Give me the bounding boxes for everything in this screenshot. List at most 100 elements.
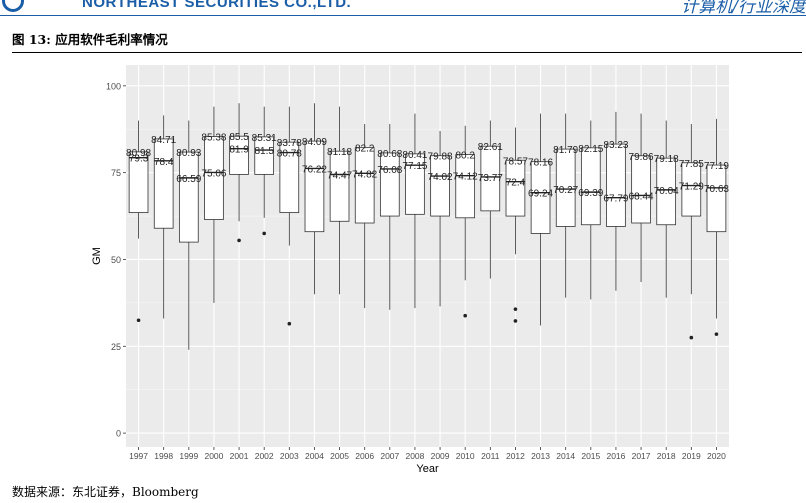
box-2004: [304, 140, 325, 233]
q3-label: 79.18: [654, 154, 679, 165]
y-tick-label: 50: [111, 255, 121, 265]
median-label: 69.24: [528, 189, 553, 200]
q3-label: 85.5: [229, 132, 249, 143]
box-1999: [178, 151, 199, 243]
x-tick-label: 2007: [380, 451, 399, 461]
x-tick-label: 2004: [305, 451, 324, 461]
q3-label: 80.41: [402, 150, 427, 161]
report-header: NORTHEAST SECURITIES CO.,LTD. 计算机/行业深度: [0, 0, 806, 14]
q3-label: 78.57: [503, 156, 528, 167]
q3-label: 83.23: [603, 140, 628, 151]
median-label: 75.06: [201, 168, 226, 179]
box-2017: [631, 155, 651, 224]
median-label: 76.22: [302, 164, 327, 175]
source-note: 数据来源：东北证券，Bloomberg: [12, 485, 199, 499]
x-tick-label: 1999: [179, 451, 198, 461]
outlier-point: [287, 321, 292, 326]
q3-label: 84.09: [302, 137, 327, 148]
x-axis-title: Year: [416, 463, 439, 475]
box-2013: [530, 161, 551, 234]
x-tick-label: 1997: [129, 451, 148, 461]
median-label: 80.78: [277, 149, 302, 160]
company-name: NORTHEAST SECURITIES CO.,LTD.: [82, 0, 352, 11]
box-2005: [329, 150, 350, 222]
box-2020: [706, 164, 727, 233]
median-label: 81.5: [254, 146, 274, 157]
median-label: 71.29: [679, 182, 704, 193]
q3-label: 85.31: [252, 133, 277, 144]
q3-label: 82.2: [355, 144, 375, 155]
q3-label: 82.61: [478, 142, 503, 153]
x-tick-label: 2009: [431, 451, 450, 461]
x-tick-label: 2019: [682, 451, 701, 461]
outlier-point: [262, 231, 266, 236]
outlier-point: [237, 238, 241, 243]
x-tick-label: 2017: [632, 451, 651, 461]
x-tick-label: 2005: [330, 451, 349, 461]
box-2009: [430, 155, 450, 217]
y-tick-label: 0: [116, 429, 121, 439]
box-2012: [505, 159, 526, 217]
median-label: 73.77: [478, 173, 503, 184]
outlier-point: [689, 335, 694, 340]
x-tick-label: 2008: [405, 451, 424, 461]
q3-label: 80.2: [455, 151, 475, 162]
q3-label: 80.98: [126, 148, 151, 159]
median-label: 74.12: [453, 172, 478, 183]
box-1998: [153, 138, 174, 229]
header-divider: [0, 15, 806, 16]
outlier-point: [513, 319, 518, 323]
box-2000: [204, 136, 224, 220]
outlier-point: [513, 307, 518, 311]
box-2001: [229, 135, 249, 175]
median-label: 74.47: [327, 170, 352, 181]
box-2002: [254, 136, 275, 175]
q3-label: 82.15: [578, 144, 603, 155]
x-tick-label: 2020: [707, 451, 726, 461]
q3-label: 80.93: [176, 148, 201, 159]
x-tick-label: 2002: [255, 451, 274, 461]
report-type: 计算机/行业深度: [681, 0, 806, 14]
x-tick-label: 2010: [456, 451, 475, 461]
outlier-point: [136, 318, 141, 323]
company-logo-icon: [2, 0, 24, 12]
box-2015: [580, 147, 601, 226]
median-label: 66.59: [176, 174, 201, 185]
box-1997: [128, 151, 149, 213]
q3-label: 80.68: [377, 149, 402, 160]
median-label: 72.4: [506, 178, 526, 189]
title-divider: [12, 52, 802, 53]
x-tick-label: 2015: [581, 451, 600, 461]
outlier-point: [463, 313, 467, 318]
q3-label: 77.19: [704, 161, 729, 172]
box-2019: [681, 162, 702, 217]
box-2018: [656, 157, 677, 226]
figure-title: 图 13: 应用软件毛利率情况: [12, 32, 168, 47]
y-tick-label: 100: [106, 81, 121, 91]
x-tick-label: 2003: [280, 451, 299, 461]
q3-label: 84.71: [151, 135, 176, 146]
q3-label: 79.86: [629, 152, 654, 163]
q3-label: 85.38: [201, 133, 226, 144]
x-tick-label: 2018: [657, 451, 676, 461]
median-label: 69.39: [578, 188, 603, 199]
plot-panel: [126, 65, 729, 447]
box-2014: [555, 148, 576, 227]
box-2007: [379, 152, 400, 217]
x-tick-label: 2001: [230, 451, 249, 461]
median-label: 68.44: [629, 191, 654, 202]
boxes-layer: [128, 103, 727, 350]
y-tick-label: 75: [111, 168, 121, 178]
outlier-point: [714, 332, 719, 336]
median-label: 74.02: [428, 172, 453, 183]
q3-label: 77.85: [679, 159, 704, 170]
x-tick-label: 2016: [606, 451, 625, 461]
x-tick-label: 2011: [481, 451, 500, 461]
x-tick-label: 2012: [506, 451, 525, 461]
axis-layer: 0 25 50 75 100 1997 1998 1999 2000 2001 2002 2003 20…: [106, 81, 726, 461]
x-tick-label: 2006: [355, 451, 374, 461]
q3-label: 83.78: [277, 138, 302, 149]
median-label: 76.08: [377, 165, 402, 176]
